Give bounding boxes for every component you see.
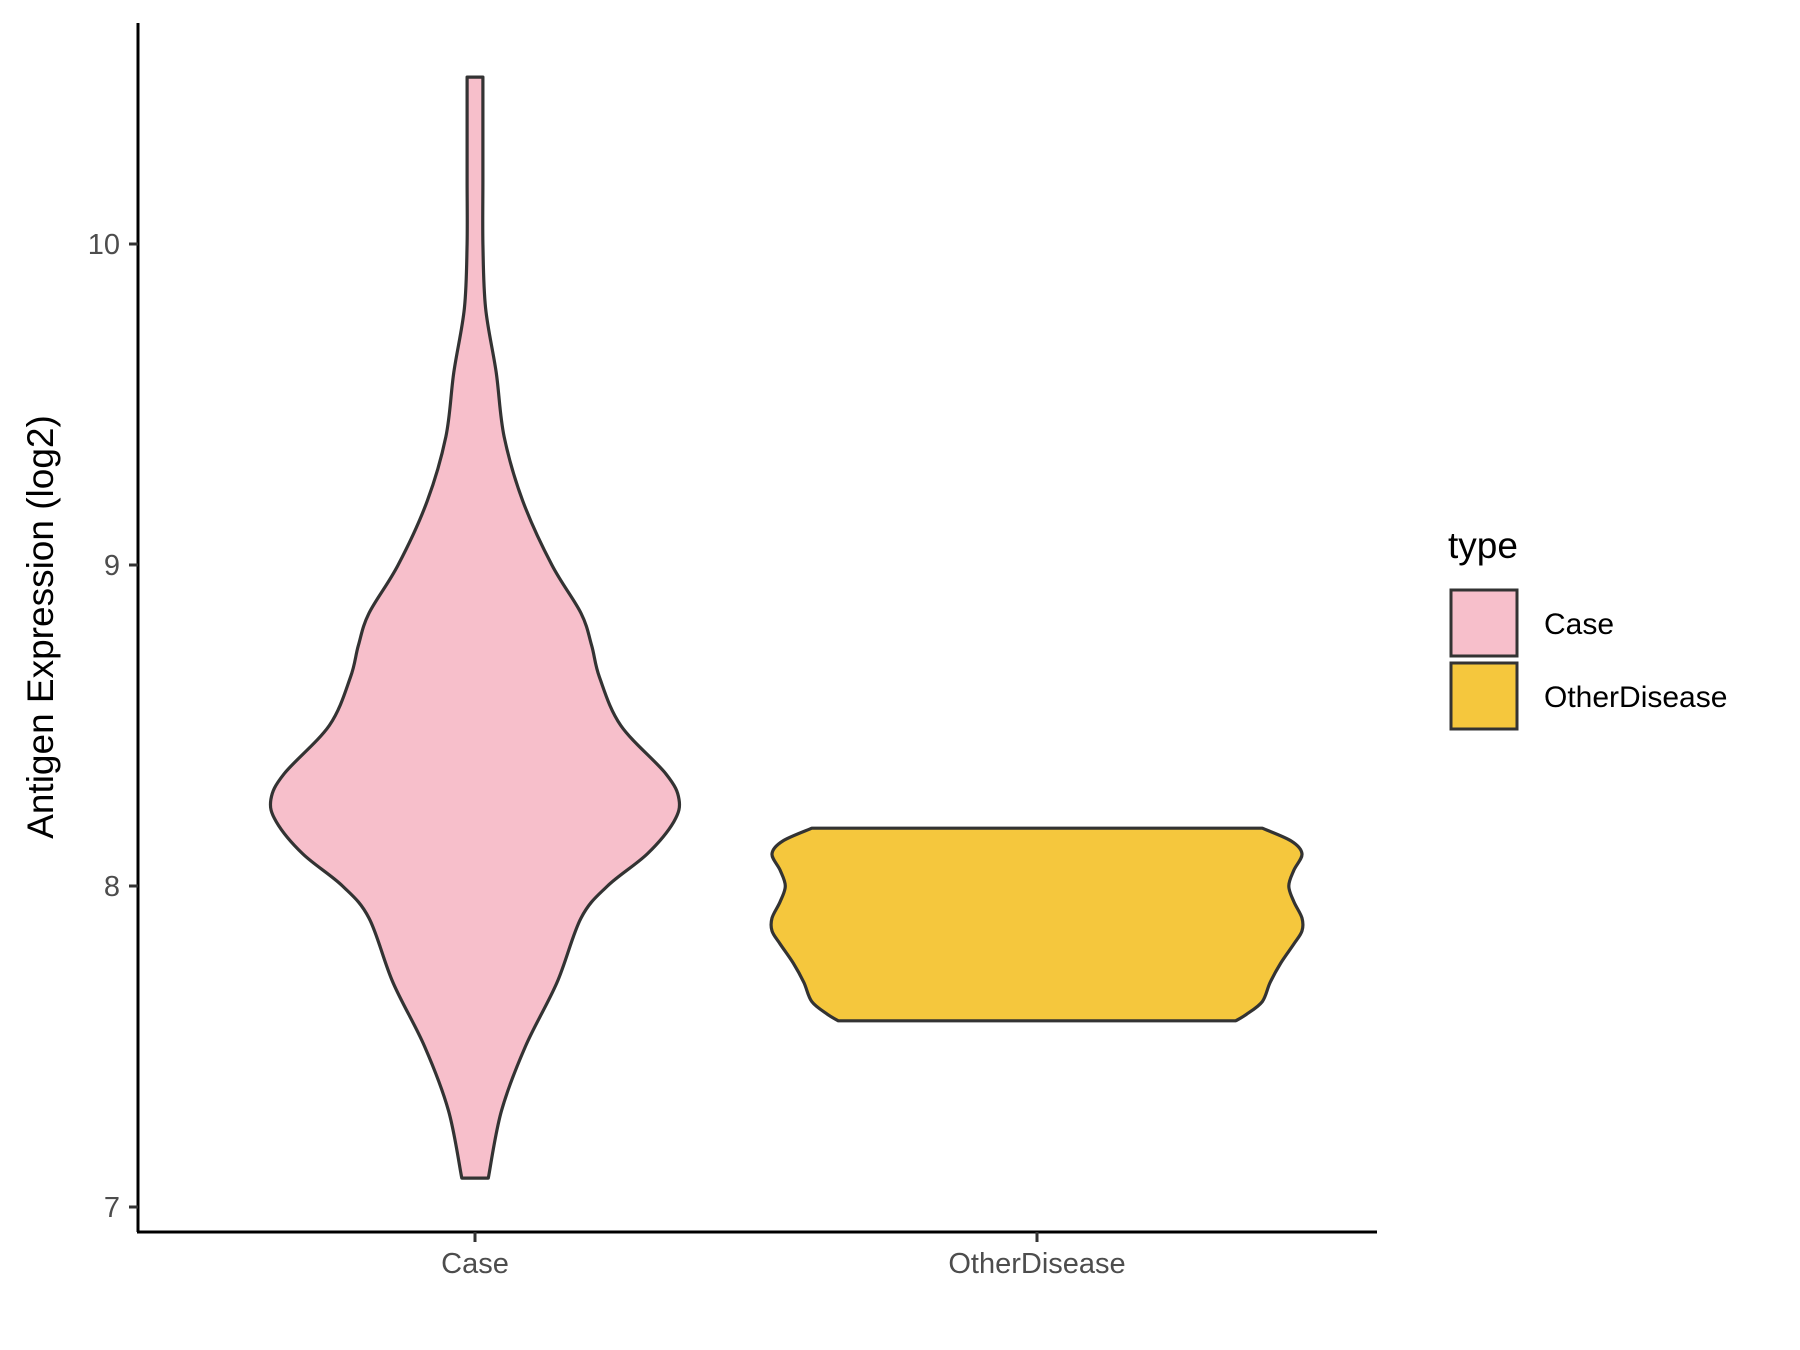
x-tick-label: OtherDisease (948, 1248, 1125, 1280)
y-axis-ticks: 7 8 9 10 (88, 229, 138, 1224)
legend: type Case OtherDisease (1448, 525, 1727, 731)
legend-swatch-case (1449, 588, 1519, 658)
x-tick-label: Case (441, 1248, 509, 1280)
legend-keys: Case OtherDisease (1449, 588, 1727, 731)
y-axis-title: Antigen Expression (log2) (20, 415, 61, 839)
legend-label: OtherDisease (1544, 681, 1727, 714)
violin-otherdisease (769, 826, 1305, 1023)
legend-label: Case (1544, 608, 1614, 641)
x-axis-ticks: Case OtherDisease (441, 1232, 1126, 1280)
legend-swatch-otherdisease (1449, 661, 1519, 731)
y-tick-label: 8 (104, 871, 120, 903)
legend-title: type (1448, 525, 1518, 566)
y-tick-label: 9 (104, 550, 120, 582)
y-tick-label: 10 (88, 229, 120, 261)
violin-case (268, 75, 682, 1180)
y-tick-label: 7 (104, 1192, 120, 1224)
plot-area (268, 75, 1305, 1180)
